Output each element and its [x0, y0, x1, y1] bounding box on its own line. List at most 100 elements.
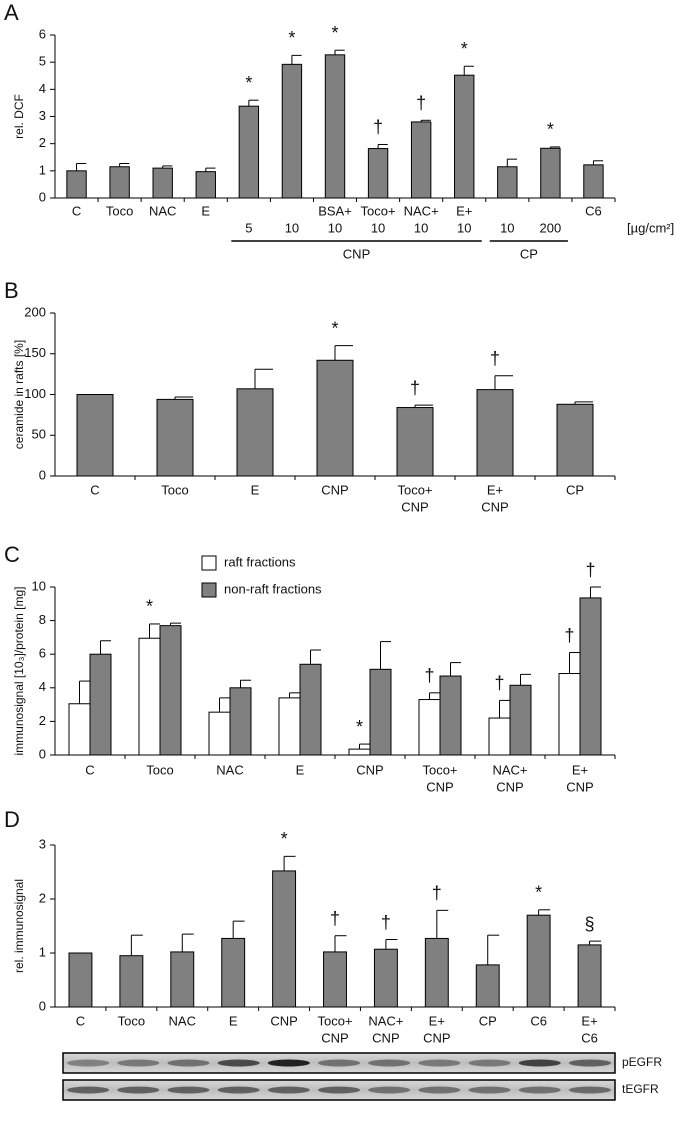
- bar: [68, 703, 91, 756]
- bar: [66, 170, 87, 199]
- blot-band: [418, 1086, 461, 1094]
- bar: [488, 717, 511, 756]
- blot-band: [117, 1086, 160, 1094]
- y-tick-label: 3: [39, 108, 46, 123]
- bar: [238, 105, 260, 199]
- bar: [396, 407, 434, 477]
- x-tick-label: C: [90, 482, 99, 497]
- significance-marker: *: [535, 883, 542, 903]
- blot-label: tEGFR: [622, 1082, 659, 1096]
- x-tick-label: E: [229, 1013, 238, 1028]
- y-tick-label: 2: [39, 890, 46, 905]
- x-tick-label: E+: [429, 1013, 445, 1028]
- bar: [577, 944, 602, 1008]
- bar: [272, 870, 297, 1008]
- x-tick-label: E: [296, 762, 305, 777]
- y-tick-label: 2: [39, 713, 46, 728]
- y-tick-label: 1: [39, 944, 46, 959]
- y-tick-label: 5: [39, 54, 46, 69]
- y-axis-label: rel. DCF: [12, 94, 26, 139]
- bar: [89, 653, 112, 756]
- y-tick-label: 10: [32, 578, 46, 593]
- bar: [367, 148, 389, 199]
- bar: [556, 403, 594, 477]
- bar: [497, 166, 518, 199]
- bar: [348, 748, 371, 756]
- bar: [152, 167, 173, 199]
- legend-label: non-raft fractions: [224, 581, 322, 596]
- x-tick-label: NAC: [216, 762, 243, 777]
- bar: [369, 668, 392, 756]
- significance-marker: *: [331, 23, 338, 43]
- y-tick-label: 8: [39, 612, 46, 627]
- significance-marker: *: [331, 318, 338, 338]
- panel-letter: D: [4, 807, 20, 832]
- bar: [156, 398, 194, 477]
- x-tick-label: Toco+: [397, 482, 432, 497]
- y-tick-label: 1: [39, 162, 46, 177]
- panel-letter: A: [4, 0, 19, 25]
- significance-marker: *: [547, 120, 554, 140]
- bar: [323, 951, 347, 1008]
- x-tick-label: CNP: [401, 499, 428, 514]
- y-axis-label: rel. immunosignal: [12, 879, 26, 973]
- bar: [221, 937, 246, 1008]
- bar: [195, 171, 216, 199]
- x-tick-label: CNP: [372, 1030, 399, 1045]
- bar: [410, 121, 432, 199]
- blot-band: [568, 1086, 611, 1094]
- x-tick-label: CNP: [270, 1013, 297, 1028]
- blot-band: [317, 1059, 361, 1067]
- x-tick-label: E+: [487, 482, 503, 497]
- x-tick-label: E+: [572, 762, 588, 777]
- group-label: CP: [520, 246, 538, 261]
- significance-marker: †: [410, 378, 420, 398]
- x-tick-label: Toco: [106, 203, 133, 218]
- bar: [299, 663, 322, 756]
- blot-band: [317, 1086, 361, 1094]
- significance-marker: *: [281, 829, 288, 849]
- y-tick-label: 100: [24, 386, 46, 401]
- bar: [324, 54, 346, 199]
- significance-marker: †: [432, 883, 442, 903]
- bar: [109, 166, 130, 199]
- significance-marker: *: [146, 597, 153, 617]
- x-tick-label: NAC+: [492, 762, 527, 777]
- group-label: CNP: [343, 246, 370, 261]
- blot-band: [267, 1059, 310, 1067]
- bar: [579, 597, 602, 756]
- significance-marker: †: [494, 673, 504, 693]
- blot-band: [518, 1086, 561, 1094]
- bar: [509, 684, 532, 756]
- significance-marker: †: [381, 912, 391, 932]
- legend-label: raft fractions: [224, 554, 296, 569]
- x-tick-label: Toco: [161, 482, 188, 497]
- legend-swatch: [201, 582, 217, 598]
- x-tick-label: CP: [479, 1013, 497, 1028]
- x-tick-label: C: [85, 762, 94, 777]
- x-tick-label: NAC: [169, 1013, 196, 1028]
- x-tick-label: C6: [581, 1030, 598, 1045]
- blot-band: [418, 1059, 461, 1067]
- y-tick-label: 50: [32, 427, 46, 442]
- bar: [424, 937, 449, 1008]
- blot-band: [167, 1059, 210, 1067]
- bar: [281, 63, 303, 199]
- x-tick-label: CNP: [321, 482, 348, 497]
- significance-marker: †: [330, 908, 340, 928]
- x-tick-label: CNP: [481, 499, 508, 514]
- blot-band: [568, 1059, 611, 1067]
- panel-letter: C: [4, 542, 20, 567]
- significance-marker: *: [356, 717, 363, 737]
- blot-band: [67, 1059, 110, 1067]
- significance-marker: †: [424, 666, 434, 686]
- x-tick-label: CNP: [566, 779, 593, 794]
- y-tick-label: 6: [39, 26, 46, 41]
- blot-label: pEGFR: [622, 1055, 662, 1069]
- significance-marker: †: [564, 625, 574, 645]
- x-tick-label: E: [251, 482, 260, 497]
- x-tick-label: 10: [328, 220, 342, 235]
- blot-band: [217, 1086, 260, 1094]
- x-tick-label: NAC+: [404, 203, 439, 218]
